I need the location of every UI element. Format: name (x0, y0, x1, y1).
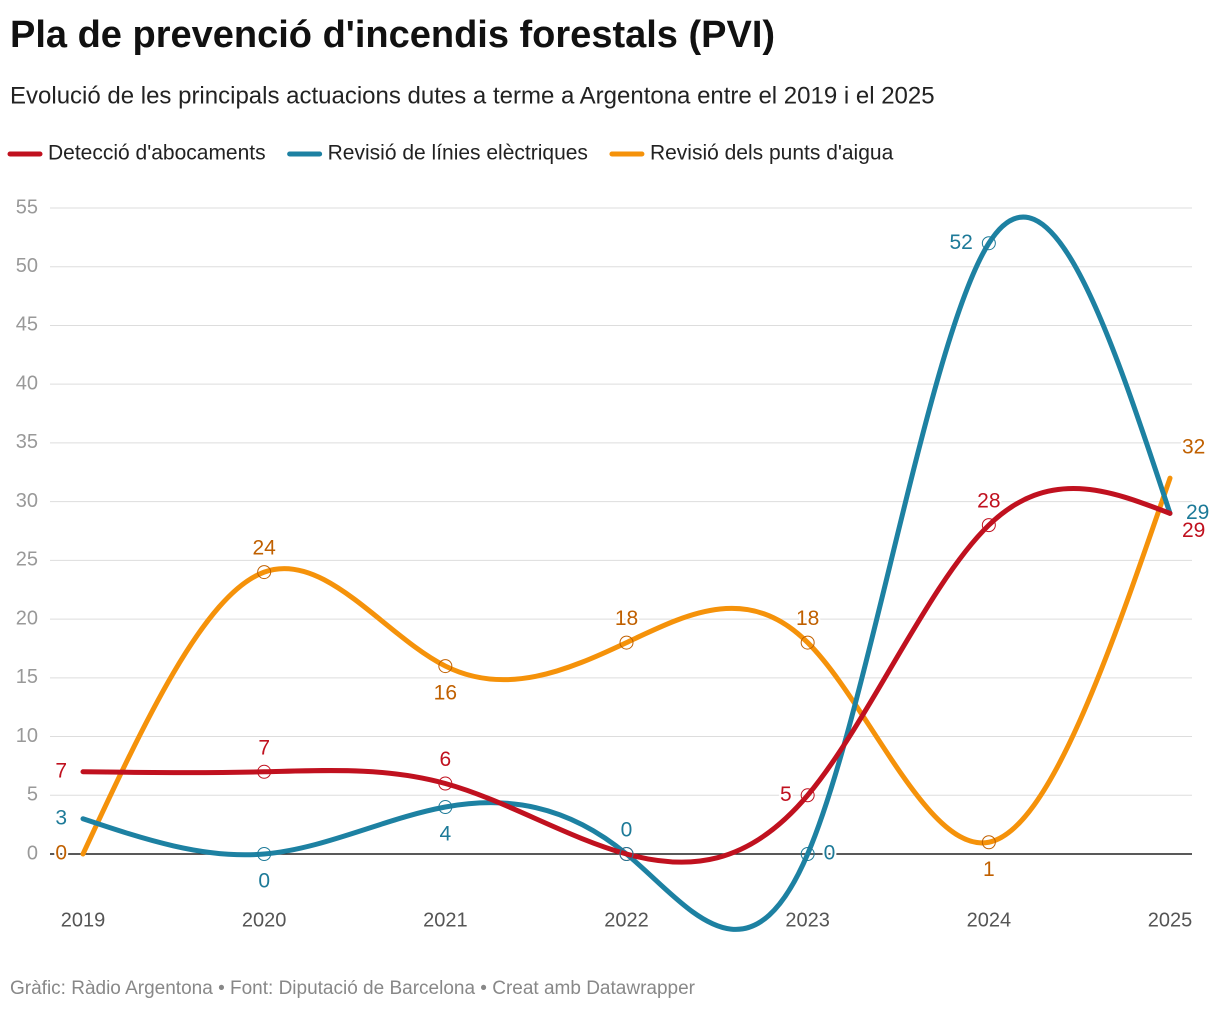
data-label: 0 (824, 842, 836, 865)
series-line (80, 214, 1173, 932)
point-marker (981, 518, 996, 533)
series-line (80, 485, 1173, 865)
legend-label: Detecció d'abocaments (48, 142, 266, 165)
data-label: 32 (1182, 436, 1205, 459)
data-label: 4 (439, 823, 451, 846)
data-label: 7 (55, 759, 67, 782)
data-label: 24 (252, 537, 276, 560)
x-tick-label: 2024 (967, 909, 1012, 931)
x-tick-label: 2020 (242, 909, 287, 931)
series-line (80, 475, 1173, 857)
chart-title: Pla de prevenció d'incendis forestals (P… (10, 14, 775, 56)
point-marker (619, 635, 634, 650)
x-tick-label: 2019 (61, 909, 106, 931)
y-tick-label: 40 (16, 372, 38, 394)
x-tick-label: 2023 (785, 909, 830, 931)
x-tick-label: 2025 (1148, 909, 1193, 931)
data-label: 18 (615, 607, 638, 630)
point-marker (257, 565, 272, 580)
y-tick-label: 50 (16, 255, 38, 277)
legend-label: Revisió de línies elèctriques (328, 142, 588, 165)
point-marker (800, 635, 815, 650)
x-tick-label: 2022 (604, 909, 649, 931)
y-tick-label: 30 (16, 490, 38, 512)
data-label: 29 (1182, 519, 1205, 542)
point-marker (438, 659, 453, 674)
point-marker (981, 835, 996, 850)
data-label: 6 (439, 748, 451, 771)
data-label: 7 (258, 736, 270, 759)
data-label: 52 (949, 231, 972, 254)
point-marker (619, 847, 634, 861)
data-label: 3 (55, 806, 67, 829)
point-marker (800, 788, 815, 803)
legend-label: Revisió dels punts d'aigua (650, 142, 894, 165)
y-tick-label: 55 (16, 196, 38, 218)
y-tick-label: 25 (16, 549, 38, 571)
y-tick-label: 5 (27, 784, 38, 806)
data-label: 0 (55, 842, 67, 865)
footer: Gràfic: Ràdio Argentona • Font: Diputaci… (10, 978, 696, 999)
y-tick-label: 20 (16, 607, 38, 629)
data-label: 1 (983, 858, 995, 881)
data-label: 0 (621, 819, 633, 842)
point-marker (438, 800, 453, 815)
data-label: 18 (796, 607, 819, 630)
y-tick-label: 10 (16, 725, 38, 747)
y-tick-label: 0 (27, 842, 38, 864)
point-marker (257, 764, 272, 779)
point-marker (438, 776, 453, 791)
data-label: 28 (977, 490, 1000, 513)
y-tick-label: 35 (16, 431, 38, 453)
y-tick-label: 45 (16, 314, 38, 336)
data-label: 29 (1186, 501, 1209, 524)
point-marker (257, 847, 272, 861)
chart-subtitle: Evolució de les principals actuacions du… (10, 82, 935, 109)
point-marker (800, 847, 815, 861)
x-tick-label: 2021 (423, 909, 468, 931)
y-tick-label: 15 (16, 666, 38, 688)
point-marker (981, 236, 996, 251)
data-label: 0 (258, 870, 270, 893)
data-label: 16 (434, 682, 457, 705)
data-label: 5 (780, 783, 792, 806)
